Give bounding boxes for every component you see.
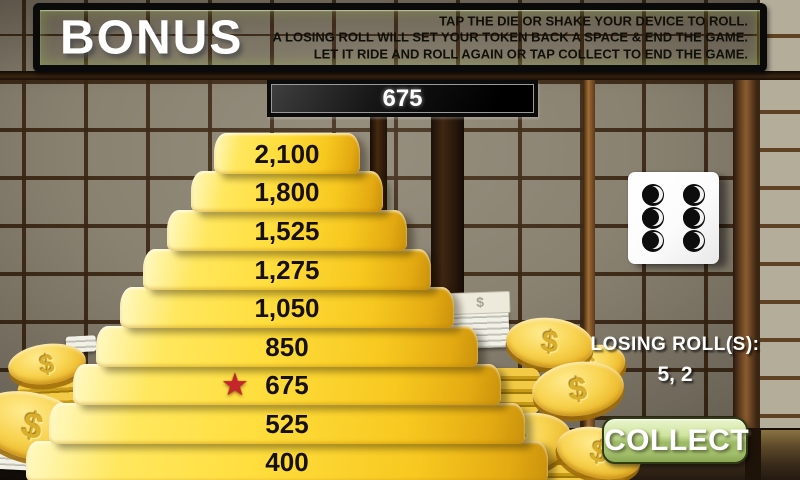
current-score-display: 675 [267,80,538,117]
die-pip [683,230,705,252]
die-pip [683,184,705,206]
instruction-line: A LOSING ROLL WILL SET YOUR TOKEN BACK A… [272,29,749,45]
instruction-line: LET IT RIDE AND ROLL AGAIN OR TAP COLLEC… [313,45,748,61]
ladder-step-1275: 1,275 [143,249,431,290]
ladder-step-1050: 1,050 [120,287,454,328]
collect-button-label: COLLECT [604,424,750,457]
losing-rolls-info: LOSING ROLL(S): 5, 2 [570,334,780,387]
current-score-value: 675 [382,85,423,112]
header-banner: BONUS TAP THE DIE OR SHAKE YOUR DEVICE T… [33,3,767,72]
ladder-step-1525: 1,525 [167,210,407,251]
die-six-icon[interactable] [628,172,719,264]
ladder-step-400: 400 [26,441,548,480]
banknote-face: $ [449,290,511,316]
ladder-step-525: 525 [49,403,525,444]
die-pip [642,230,664,252]
instruction-line: TAP THE DIE OR SHAKE YOUR DEVICE TO ROLL… [439,12,748,28]
instructions-text: TAP THE DIE OR SHAKE YOUR DEVICE TO ROLL… [273,13,749,63]
ladder-step-1800: 1,800 [191,171,383,212]
wood-post [733,78,757,430]
bonus-title: BONUS [60,11,244,64]
ladder-step-675-current: ★ 675 [73,364,501,405]
ladder-step-850: 850 [96,326,478,367]
losing-rolls-values: 5, 2 [657,363,693,386]
die-pip-column [642,184,664,252]
star-token-icon: ★ [221,367,249,402]
die-pip-column [683,184,705,252]
die-pip [683,207,705,229]
wood-beam [0,71,800,80]
door-frame-foot [745,428,761,480]
die-pip [642,207,664,229]
die-pip [642,184,664,206]
losing-rolls-label: LOSING ROLL(S): [590,334,760,355]
ladder-step-2100: 2,100 [214,133,360,174]
collect-button[interactable]: COLLECT [602,417,750,464]
